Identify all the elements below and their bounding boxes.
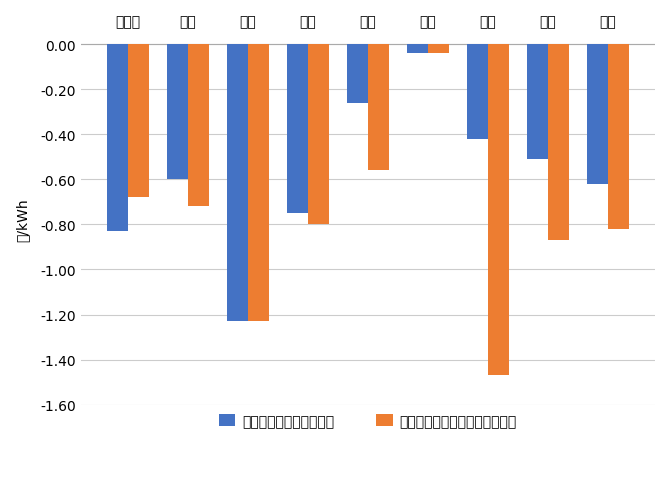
Bar (188, 45, 209, 207)
Bar (488, 45, 509, 376)
Bar (467, 45, 488, 139)
Bar (248, 45, 269, 321)
Bar (308, 45, 329, 225)
Bar (548, 45, 569, 241)
Bar (227, 45, 248, 321)
Bar (287, 45, 308, 213)
Bar (428, 45, 449, 54)
Bar (368, 45, 389, 171)
Bar (407, 45, 428, 54)
Bar (587, 45, 608, 184)
Legend: 低圧電灯契約（家庭用）, 低圧電力契約（小規模事業用）: 低圧電灯契約（家庭用）, 低圧電力契約（小規模事業用） (212, 407, 524, 435)
Y-axis label: 円/kWh: 円/kWh (15, 197, 29, 241)
Bar (167, 45, 188, 180)
Bar (608, 45, 629, 229)
Bar (128, 45, 149, 198)
Bar (527, 45, 548, 160)
Bar (347, 45, 368, 104)
Bar (107, 45, 128, 232)
